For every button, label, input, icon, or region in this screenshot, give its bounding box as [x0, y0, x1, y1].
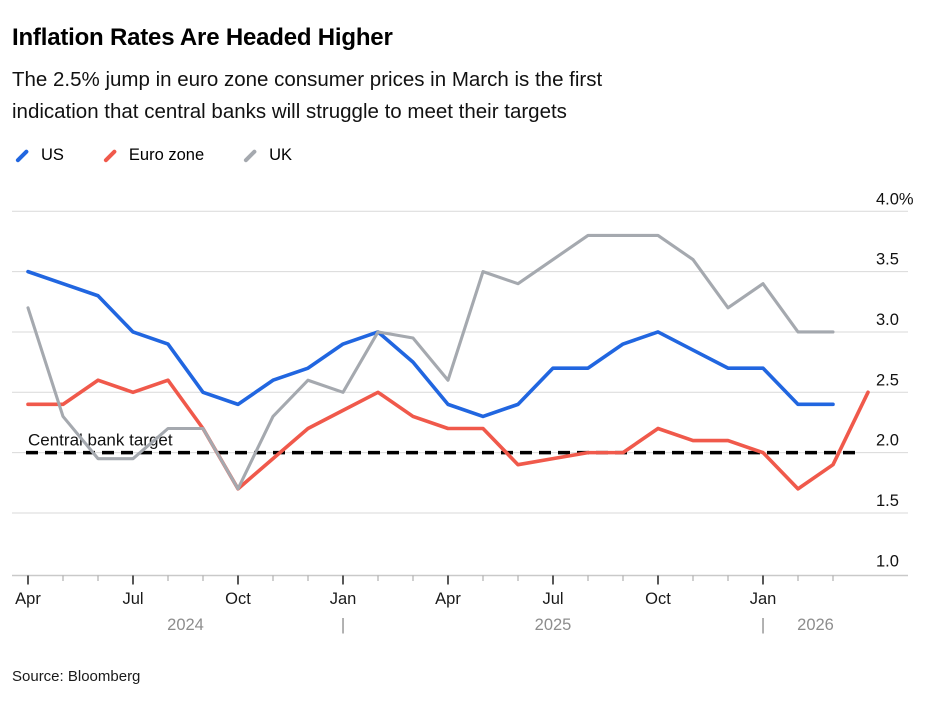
legend-label-euro-zone: Euro zone: [128, 146, 205, 164]
y-axis-label: 3.0: [876, 311, 899, 329]
series-line-uk: [26, 233, 835, 491]
x-axis-month-label: Oct: [225, 590, 251, 608]
x-axis-month-label: Apr: [435, 590, 461, 608]
series-line-euro-zone: [26, 378, 870, 491]
y-axis-label: 1.0: [876, 552, 899, 570]
y-axis-label: 1.5: [876, 492, 899, 510]
legend-label-uk: UK: [269, 146, 293, 164]
series-line-us: [26, 269, 835, 419]
subtitle-line-1: The 2.5% jump in euro zone consumer pric…: [12, 68, 603, 91]
y-axis-label: 3.5: [876, 251, 899, 269]
year-separator: |: [761, 616, 765, 634]
x-axis-month-label: Jan: [330, 590, 357, 608]
page-title: Inflation Rates Are Headed Higher: [12, 24, 393, 51]
year-separator: |: [341, 616, 345, 634]
x-axis-month-label: Apr: [15, 590, 41, 608]
x-axis-month-label: Oct: [645, 590, 671, 608]
y-axis-label: 2.0: [876, 432, 899, 450]
chart-subtitle: The 2.5% jump in euro zone consumer pric…: [12, 64, 602, 128]
x-axis-year-label: 2024: [167, 616, 204, 634]
x-axis-month-label: Jan: [750, 590, 777, 608]
legend-label-us: US: [41, 146, 64, 164]
legend-item-us: US: [14, 146, 64, 165]
subtitle-line-2: indication that central banks will strug…: [12, 100, 567, 123]
y-axis-label: 2.5: [876, 371, 899, 389]
x-axis-year-label: 2026: [797, 616, 834, 634]
legend-item-euro-zone: Euro zone: [102, 146, 204, 165]
x-axis-month-label: Jul: [542, 590, 563, 608]
source-credit: Source: Bloomberg: [12, 668, 141, 685]
chart-legend: US Euro zone UK: [14, 146, 292, 165]
x-axis-year-label: 2025: [535, 616, 572, 634]
legend-item-uk: UK: [242, 146, 292, 165]
y-axis-label: 4.0%: [876, 190, 914, 208]
target-line-label: Central bank target: [28, 431, 173, 450]
x-axis-month-label: Jul: [122, 590, 143, 608]
